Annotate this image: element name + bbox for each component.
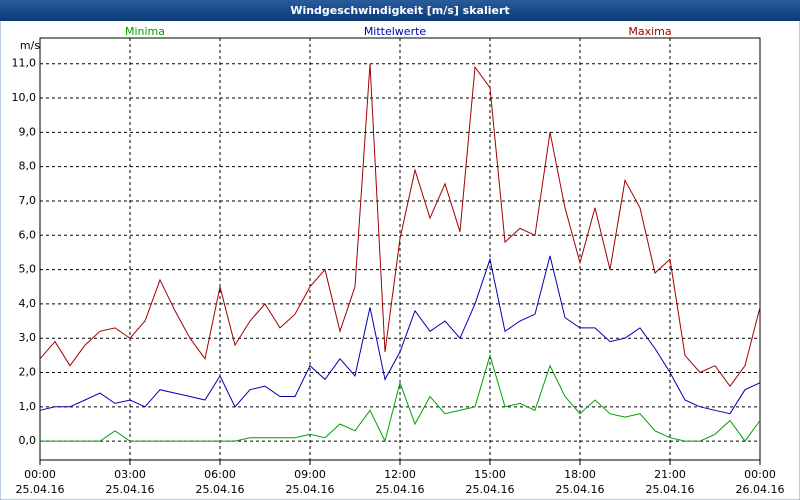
x-tick-label: 15:00: [474, 468, 506, 481]
y-tick-label: 3,0: [19, 331, 37, 344]
legend-label: Mittelwerte: [364, 25, 427, 38]
y-tick-label: 8,0: [19, 160, 37, 173]
legend-label: Minima: [125, 25, 165, 38]
x-tick-date: 25.04.16: [376, 483, 425, 496]
series-line: [39, 255, 761, 415]
y-tick-label: 10,0: [12, 91, 37, 104]
x-tick-label: 18:00: [564, 468, 596, 481]
x-tick-label: 06:00: [204, 468, 236, 481]
x-tick-date: 25.04.16: [106, 483, 155, 496]
x-tick-date: 25.04.16: [196, 483, 245, 496]
x-tick-label: 12:00: [384, 468, 416, 481]
x-tick-date: 25.04.16: [646, 483, 695, 496]
x-tick-label: 00:00: [24, 468, 56, 481]
x-tick-date: 26.04.16: [736, 483, 785, 496]
y-tick-label: 2,0: [19, 366, 37, 379]
y-tick-label: 6,0: [19, 228, 37, 241]
x-tick-label: 03:00: [114, 468, 146, 481]
chart-title: Windgeschwindigkeit [m/s] skaliert: [290, 4, 509, 17]
legend-label: Maxima: [628, 25, 671, 38]
x-tick-date: 25.04.16: [286, 483, 335, 496]
x-tick-date: 25.04.16: [556, 483, 605, 496]
y-tick-label: 1,0: [19, 400, 37, 413]
y-tick-label: 11,0: [12, 57, 37, 70]
series-line: [40, 353, 761, 443]
x-tick-label: 21:00: [654, 468, 686, 481]
y-tick-label: 0,0: [19, 434, 37, 447]
y-tick-label: 5,0: [19, 263, 37, 276]
y-tick-label: 9,0: [19, 125, 37, 138]
title-bar: [0, 0, 800, 21]
x-tick-date: 25.04.16: [16, 483, 65, 496]
x-tick-date: 25.04.16: [466, 483, 515, 496]
x-tick-label: 00:00: [744, 468, 776, 481]
y-axis-label: m/s: [20, 39, 40, 52]
series-line: [39, 63, 761, 388]
y-tick-label: 4,0: [19, 297, 37, 310]
x-tick-label: 09:00: [294, 468, 326, 481]
y-tick-label: 7,0: [19, 194, 37, 207]
